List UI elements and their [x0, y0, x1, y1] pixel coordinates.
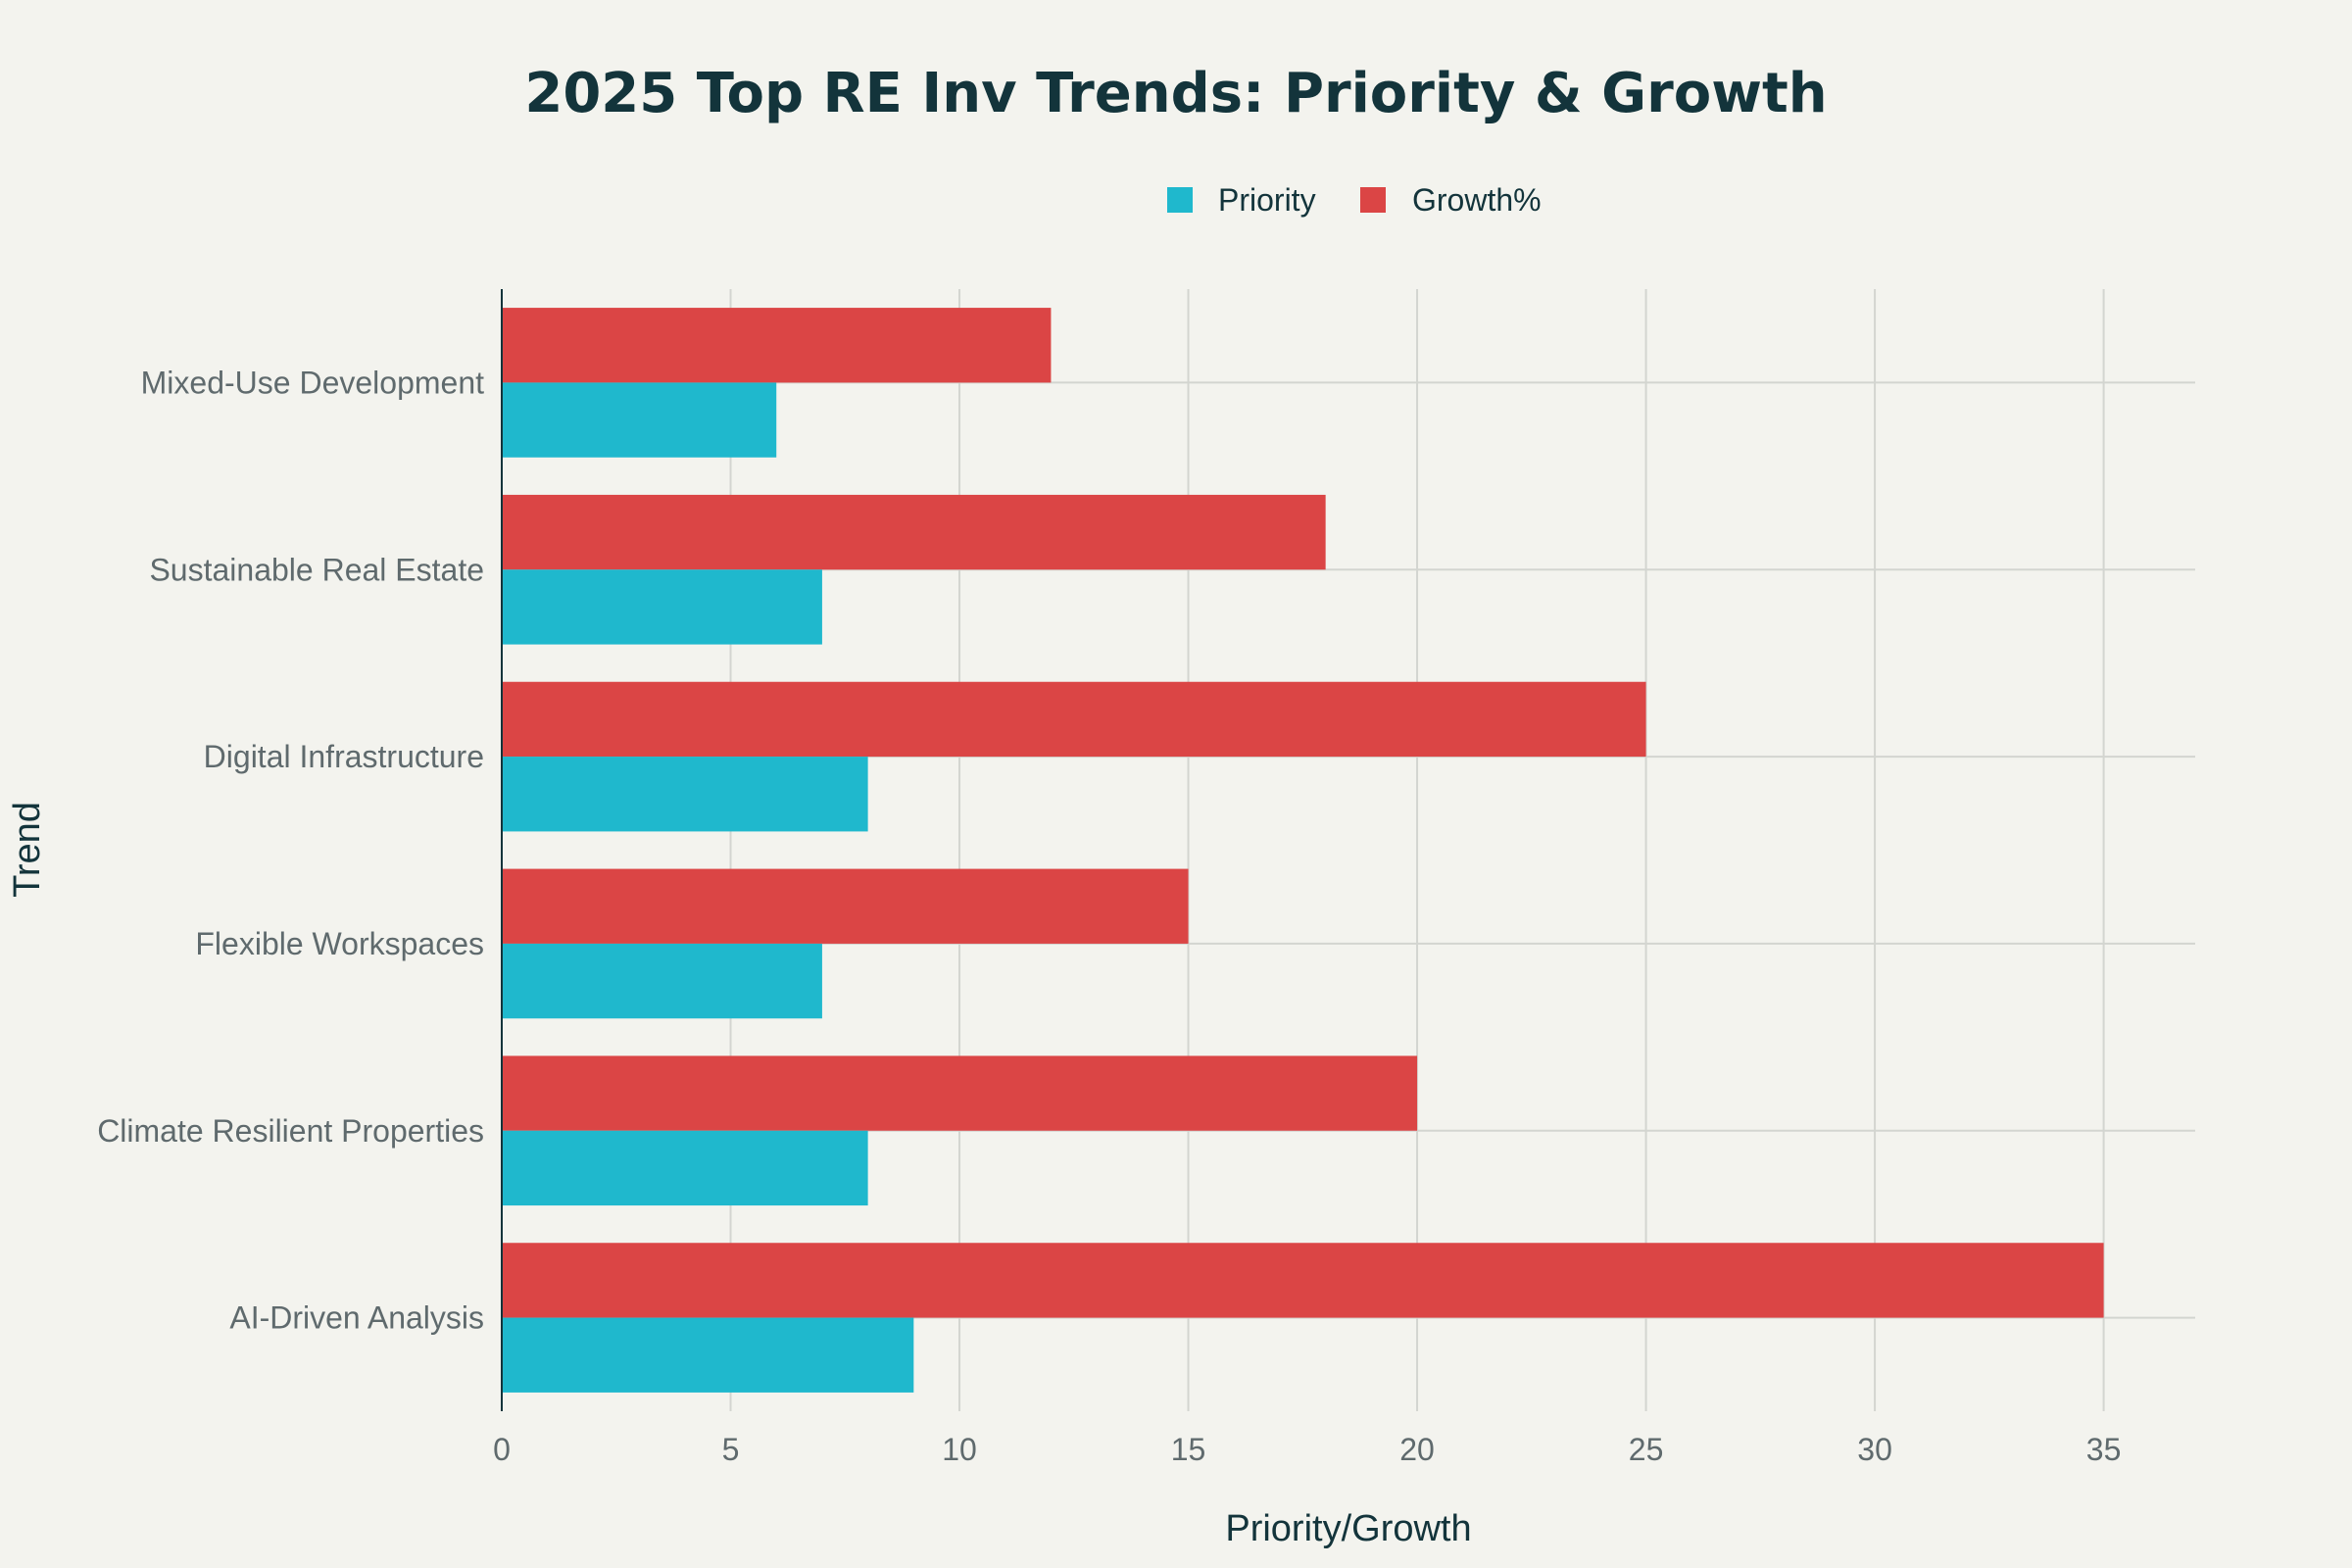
bar-priority-mixed-use-development[interactable] — [502, 382, 777, 458]
x-tick-label: 35 — [2086, 1432, 2122, 1467]
x-tick-label: 10 — [942, 1432, 977, 1467]
y-axis-tick-labels: AI-Driven Analysis Climate Resilient Prop… — [97, 365, 484, 1335]
chart-title: 2025 Top RE Inv Trends: Priority & Growt… — [524, 62, 1827, 125]
bar-growth-climate-resilient-properties[interactable] — [502, 1055, 1418, 1131]
legend-label-growth: Growth% — [1412, 182, 1542, 218]
bar-priority-digital-infrastructure[interactable] — [502, 757, 868, 832]
y-tick-label-mixed-use-development: Mixed-Use Development — [141, 365, 484, 400]
legend-swatch-growth — [1360, 187, 1386, 213]
bar-growth-ai-driven-analysis[interactable] — [502, 1243, 2104, 1318]
bar-growth-flexible-workspaces[interactable] — [502, 868, 1189, 944]
y-tick-label-digital-infrastructure: Digital Infrastructure — [204, 739, 484, 774]
x-tick-label: 5 — [722, 1432, 740, 1467]
x-axis-title: Priority/Growth — [1225, 1508, 1471, 1549]
bar-priority-ai-driven-analysis[interactable] — [502, 1317, 914, 1393]
x-tick-label: 20 — [1399, 1432, 1435, 1467]
legend-label-priority: Priority — [1218, 182, 1316, 218]
legend-item-priority[interactable]: Priority — [1167, 182, 1316, 218]
bar-priority-climate-resilient-properties[interactable] — [502, 1130, 868, 1206]
y-tick-label-ai-driven-analysis: AI-Driven Analysis — [229, 1300, 484, 1336]
x-axis-tick-labels: 0 5 10 15 20 25 30 35 — [493, 1432, 2121, 1467]
bar-growth-digital-infrastructure[interactable] — [502, 681, 1646, 758]
bar-growth-mixed-use-development[interactable] — [502, 308, 1052, 383]
x-tick-label: 30 — [1857, 1432, 1892, 1467]
legend-swatch-priority — [1167, 187, 1193, 213]
x-tick-label: 25 — [1629, 1432, 1664, 1467]
y-axis-title: Trend — [7, 802, 48, 898]
y-tick-label-flexible-workspaces: Flexible Workspaces — [195, 926, 484, 961]
y-tick-label-sustainable-real-estate: Sustainable Real Estate — [149, 552, 484, 587]
x-tick-label: 15 — [1171, 1432, 1206, 1467]
legend: Priority Growth% — [1167, 182, 1542, 218]
bar-priority-sustainable-real-estate[interactable] — [502, 569, 822, 645]
x-tick-label: 0 — [493, 1432, 511, 1467]
bars — [502, 308, 2104, 1393]
y-tick-label-climate-resilient-properties: Climate Resilient Properties — [97, 1113, 484, 1149]
bar-priority-flexible-workspaces[interactable] — [502, 943, 822, 1019]
bar-growth-sustainable-real-estate[interactable] — [502, 494, 1326, 570]
legend-item-growth[interactable]: Growth% — [1360, 182, 1542, 218]
